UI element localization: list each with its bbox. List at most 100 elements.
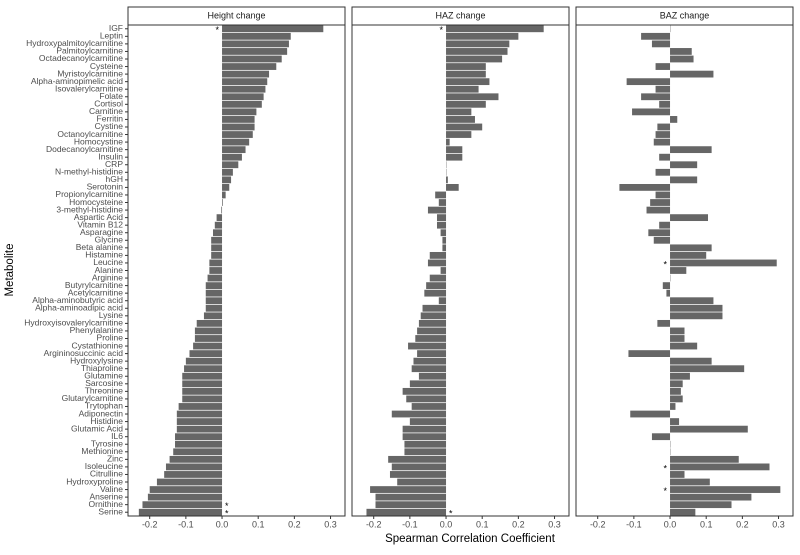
bar [193,343,222,350]
bar [446,116,475,123]
bar [652,433,670,440]
bar [376,494,447,501]
bar [211,244,222,251]
bar [630,411,670,418]
bar [435,192,446,199]
bar [439,297,446,304]
bar [222,192,226,199]
bar [652,40,670,47]
bar [222,108,256,115]
bar [222,146,246,153]
bar [415,335,446,342]
bar [211,252,222,259]
bar [656,192,670,199]
bar [222,161,238,168]
x-tick-label: 0.3 [548,519,561,529]
bar [426,282,446,289]
bar [222,176,231,183]
bar [446,71,486,78]
bar [222,199,223,206]
bar [659,154,670,161]
bar [648,229,670,236]
bar [403,388,446,395]
y-tick-label: Serine [98,506,123,516]
x-tick-label: 0.2 [736,519,749,529]
bar [417,328,446,335]
bar [650,199,670,206]
bar [670,48,692,55]
bar [442,237,446,244]
bar [204,312,222,319]
bar [670,116,677,123]
bar [670,509,695,516]
bar [446,176,448,183]
bar [442,244,446,251]
bar [370,486,446,493]
bar [419,373,446,380]
bar [222,78,267,85]
bar [221,207,222,214]
bar [177,426,222,433]
bar [170,456,222,463]
bar [222,33,291,40]
bar [657,124,670,131]
bar [670,486,780,493]
significance-marker: * [216,25,220,35]
bar [182,373,222,380]
bar [428,260,446,267]
bar [441,229,446,236]
bar [366,509,446,516]
bar [397,479,446,486]
bar [446,131,471,138]
bar [421,312,446,319]
bar [222,71,269,78]
bar [666,290,670,297]
bar [404,441,446,448]
bar [376,501,447,508]
bar [424,290,446,297]
bar [670,146,712,153]
bar [195,328,222,335]
bar [206,282,222,289]
bar [656,63,670,70]
bar [670,456,739,463]
x-tick-label: 0.3 [324,519,337,529]
bar [659,222,670,229]
bar [142,501,222,508]
x-tick-label: 0.0 [440,519,453,529]
y-axis-title: Metabolite [4,243,16,296]
x-tick-label: 0.1 [476,519,489,529]
bar [206,305,222,312]
x-axis-title: Spearman Correlation Coefficient [385,533,556,545]
bar [166,464,222,471]
bar [670,403,675,410]
bar [175,441,222,448]
significance-marker: * [440,25,444,35]
x-tick-label: 0.0 [216,519,229,529]
bar [670,176,697,183]
bar [208,275,222,282]
bar [150,486,222,493]
bar [670,464,769,471]
bar [222,139,249,146]
bar [446,139,450,146]
x-tick-label: -0.1 [626,519,642,529]
bar [182,388,222,395]
bar [670,56,694,63]
bar [209,260,222,267]
bar [628,350,670,357]
bar [392,464,446,471]
x-tick-label: 0.2 [288,519,301,529]
bar [222,101,262,108]
bar [446,154,462,161]
bar [670,214,708,221]
bar [197,320,222,327]
bar [206,297,222,304]
bar [446,63,486,70]
bar [430,275,446,282]
bar [446,56,502,63]
bar [659,101,670,108]
bar [670,71,713,78]
x-tick-label: -0.2 [142,519,158,529]
bar [670,418,679,425]
